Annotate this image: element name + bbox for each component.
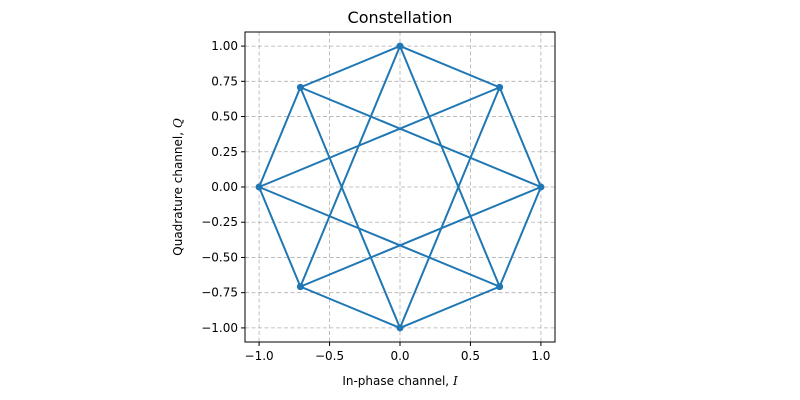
y-tick-label: −0.25 [201,215,238,229]
constellation-point [296,83,304,91]
series-segment [399,45,501,288]
series-segment [258,86,302,188]
series-segment [299,285,401,329]
series-segment [299,86,542,188]
series-segment [399,45,501,89]
constellation-point [496,83,504,91]
series-segment [299,186,542,288]
x-tick-label: 0.5 [461,349,480,363]
y-axis-label-symbol: Q [171,118,185,128]
series-segment [498,86,542,188]
constellation-point [396,324,404,332]
y-tick-label: −0.75 [201,286,238,300]
constellation-point [255,183,263,191]
y-tick-label: −0.50 [201,250,238,264]
x-axis-label-symbol: I [452,374,458,388]
series-segment [258,186,501,288]
x-axis-label-text: In-phase channel, [342,374,453,388]
series-segment [258,86,501,188]
series-segment [299,86,401,329]
y-tick-label: −1.00 [201,321,238,335]
tick-layer: −1.0 −0.5 0.0 0.5 1.0 −1.00 −0.75 −0.50 −0.25 0.0… [201,39,550,363]
y-tick-label: 0.75 [211,74,238,88]
grid-layer [245,32,555,342]
x-tick-label: 1.0 [531,349,550,363]
series-segment [399,86,501,329]
y-tick-label: 0.00 [211,180,238,194]
x-axis-label: In-phase channel, I [342,374,458,388]
series-layer [258,45,542,329]
y-tick-label: 1.00 [211,39,238,53]
series-segment [399,285,501,329]
y-axis-label: Quadrature channel, Q [171,118,185,256]
y-axis-label-text: Quadrature channel, [171,128,185,256]
constellation-point [296,283,304,291]
constellation-point [537,183,545,191]
series-segment [299,45,401,288]
constellation-point [396,42,404,50]
marker-layer [255,42,545,332]
x-tick-label: −0.5 [315,349,344,363]
constellation-point [496,283,504,291]
series-segment [258,186,302,288]
series-segment [498,186,542,288]
y-tick-label: 0.25 [211,145,238,159]
x-tick-label: −1.0 [245,349,274,363]
series-segment [299,45,401,89]
chart-title: Constellation [348,8,453,27]
x-tick-label: 0.0 [390,349,409,363]
y-tick-label: 0.50 [211,110,238,124]
